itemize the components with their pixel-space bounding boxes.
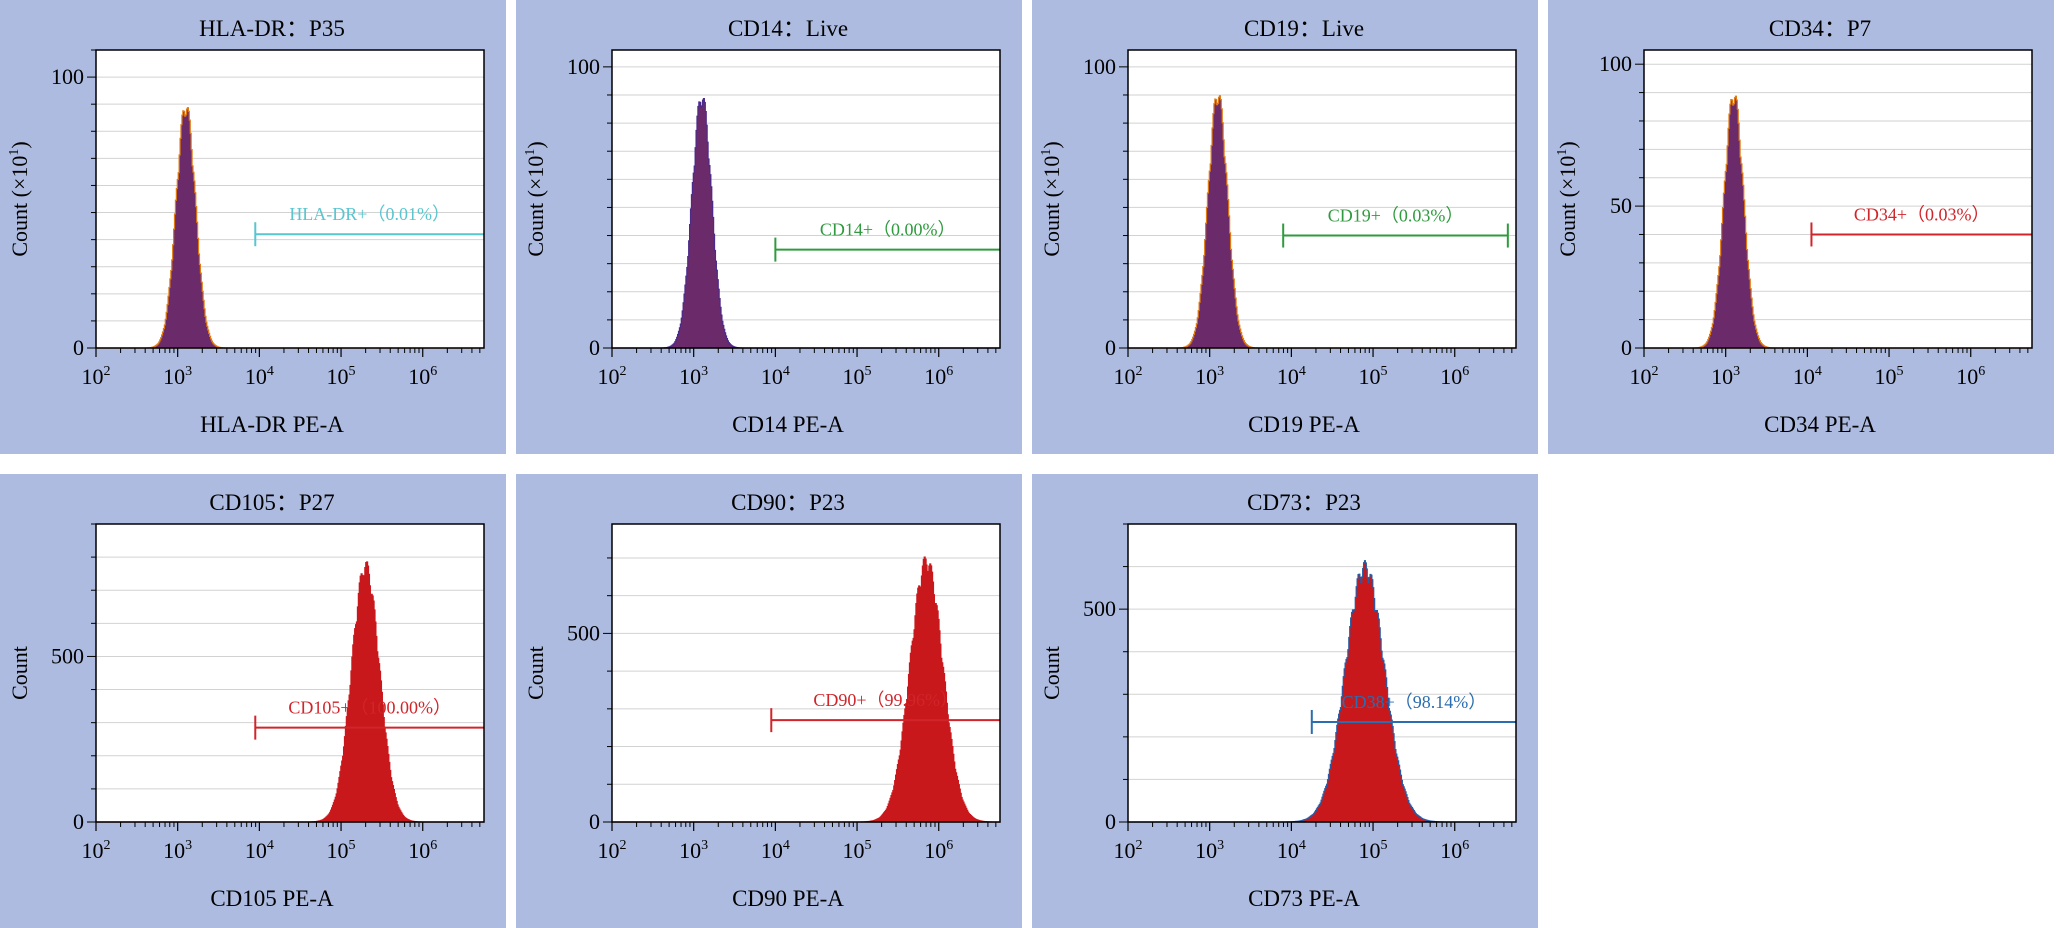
y-axis-label: Count (×101) [7, 141, 32, 256]
plot-frame [1643, 49, 2033, 349]
plot-area [1128, 524, 1516, 822]
x-tick-label: 105 [1875, 364, 1904, 389]
histogram-panel: CD19+（0.03%） 102 103 104 105 106 0 100 CD19：Live… [1032, 0, 1538, 454]
x-tick-label: 106 [1956, 364, 1985, 389]
x-tick-label: 103 [1195, 364, 1224, 389]
x-tick-label: 106 [1440, 838, 1469, 863]
y-tick-label: 100 [1599, 51, 1632, 76]
gate-label: CD105+（100.00%） [288, 698, 451, 718]
x-tick-label: 106 [408, 364, 437, 389]
y-tick-label: 100 [1083, 54, 1116, 79]
x-tick-label: 103 [679, 838, 708, 863]
gate-label: CD19+（0.03%） [1328, 206, 1464, 226]
histogram-panel: CD38+（98.14%） 102 103 104 105 106 0 500 CD73：P23… [1032, 474, 1538, 928]
histogram-panel: CD14+（0.00%） 102 103 104 105 106 0 100 CD14：Live… [516, 0, 1022, 454]
x-tick-label: 104 [1277, 364, 1306, 389]
plot-area [612, 50, 1000, 348]
gate-label: CD14+（0.00%） [820, 220, 956, 240]
x-tick-label: 103 [1195, 838, 1224, 863]
x-tick-label: 105 [1359, 364, 1388, 389]
plot-area [96, 524, 484, 822]
histogram-panel: CD90+（99.96%） 102 103 104 105 106 0 500 CD90：P23… [516, 474, 1022, 928]
plot-frame [611, 49, 1001, 349]
plot-area [1644, 50, 2032, 348]
plot-area [1128, 50, 1516, 348]
x-tick-label: 104 [1277, 838, 1306, 863]
x-axis-label: CD105 PE-A [210, 886, 334, 911]
y-tick-label: 0 [589, 335, 600, 360]
chart-title: CD14：Live [728, 16, 848, 41]
y-axis-label: Count [523, 646, 548, 700]
chart-title: CD34：P7 [1769, 16, 1871, 41]
x-tick-label: 102 [1114, 838, 1143, 863]
x-tick-label: 104 [245, 364, 274, 389]
y-axis-label: Count (×101) [1039, 141, 1064, 256]
y-tick-label: 0 [73, 335, 84, 360]
x-tick-label: 104 [761, 838, 790, 863]
x-tick-label: 102 [1630, 364, 1659, 389]
histogram-panel: CD105+（100.00%） 102 103 104 105 106 0 500 CD105：… [0, 474, 506, 928]
x-tick-label: 106 [924, 364, 953, 389]
gate-label: CD90+（99.96%） [813, 690, 958, 710]
x-tick-label: 102 [82, 838, 111, 863]
histogram-panel: CD34+（0.03%） 102 103 104 105 106 0 50 100 CD34：P7… [1548, 0, 2054, 454]
x-axis-label: CD14 PE-A [732, 412, 844, 437]
y-tick-label: 0 [1105, 809, 1116, 834]
plot-frame [611, 523, 1001, 823]
plot-frame [1127, 523, 1517, 823]
x-tick-label: 106 [924, 838, 953, 863]
chart-title: HLA-DR：P35 [199, 16, 345, 41]
x-tick-label: 103 [163, 838, 192, 863]
x-axis-label: CD34 PE-A [1764, 412, 1876, 437]
x-tick-label: 102 [1114, 364, 1143, 389]
chart-title: CD90：P23 [731, 490, 845, 515]
x-tick-label: 105 [327, 364, 356, 389]
x-tick-label: 103 [679, 364, 708, 389]
y-axis-label: Count [1039, 646, 1064, 700]
plot-frame [95, 523, 485, 823]
y-tick-label: 0 [1105, 335, 1116, 360]
y-axis-label: Count [7, 646, 32, 700]
plot-area [96, 50, 484, 348]
x-tick-label: 102 [598, 364, 627, 389]
x-tick-label: 104 [761, 364, 790, 389]
y-axis-label: Count (×101) [523, 141, 548, 256]
x-tick-label: 105 [1359, 838, 1388, 863]
x-tick-label: 104 [1793, 364, 1822, 389]
y-tick-label: 100 [567, 54, 600, 79]
x-tick-label: 104 [245, 838, 274, 863]
x-tick-label: 103 [163, 364, 192, 389]
plot-frame [1127, 49, 1517, 349]
y-tick-label: 0 [1621, 335, 1632, 360]
y-tick-label: 0 [73, 809, 84, 834]
x-tick-label: 106 [408, 838, 437, 863]
y-tick-label: 500 [1083, 596, 1116, 621]
y-tick-label: 50 [1610, 193, 1632, 218]
y-tick-label: 100 [51, 64, 84, 89]
y-tick-label: 0 [589, 809, 600, 834]
x-axis-label: CD73 PE-A [1248, 886, 1360, 911]
chart-title: CD105：P27 [209, 490, 334, 515]
x-tick-label: 105 [843, 838, 872, 863]
histogram-panel: HLA-DR+（0.01%） 102 103 104 105 106 0 100 HLA-DR：… [0, 0, 506, 454]
x-axis-label: HLA-DR PE-A [200, 412, 344, 437]
y-axis-label: Count (×101) [1555, 141, 1580, 256]
chart-title: CD73：P23 [1247, 490, 1361, 515]
x-tick-label: 102 [598, 838, 627, 863]
x-axis-label: CD90 PE-A [732, 886, 844, 911]
x-tick-label: 103 [1711, 364, 1740, 389]
x-axis-label: CD19 PE-A [1248, 412, 1360, 437]
x-tick-label: 105 [327, 838, 356, 863]
y-tick-label: 500 [51, 643, 84, 668]
gate-label: HLA-DR+（0.01%） [289, 204, 450, 224]
plot-frame [95, 49, 485, 349]
y-tick-label: 500 [567, 620, 600, 645]
gate-label: CD34+（0.03%） [1854, 204, 1990, 224]
x-tick-label: 106 [1440, 364, 1469, 389]
x-tick-label: 102 [82, 364, 111, 389]
gate-label: CD38+（98.14%） [1342, 692, 1487, 712]
chart-title: CD19：Live [1244, 16, 1364, 41]
x-tick-label: 105 [843, 364, 872, 389]
